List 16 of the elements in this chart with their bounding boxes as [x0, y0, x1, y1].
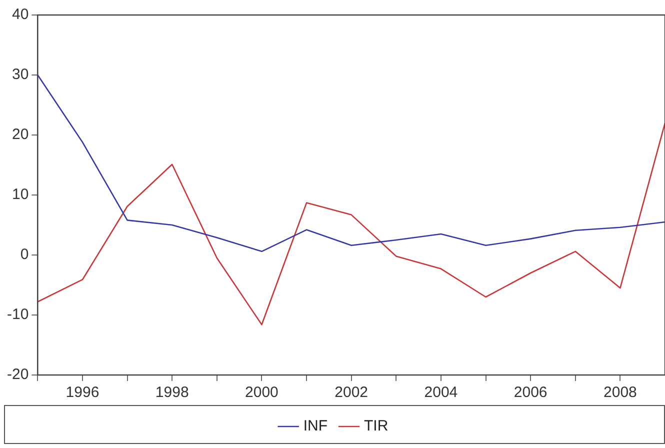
- y-tick-label: 20: [12, 126, 29, 144]
- x-tick-label: 2006: [514, 384, 548, 402]
- x-tick-label: 2008: [604, 384, 637, 402]
- y-tick-label: -20: [6, 366, 29, 384]
- x-tick-label: 2002: [334, 384, 368, 402]
- x-tick-label: 1996: [66, 384, 100, 402]
- y-tick-label: -10: [6, 306, 29, 324]
- legend-label: INF: [303, 418, 328, 435]
- x-tick-label: 2000: [245, 384, 278, 402]
- y-tick-label: 30: [12, 66, 29, 84]
- x-tick-label: 2004: [424, 384, 458, 402]
- y-tick-label: 10: [12, 186, 29, 204]
- legend-label: TIR: [364, 418, 388, 435]
- y-tick-label: 0: [20, 246, 29, 264]
- x-tick-label: 1998: [155, 384, 189, 402]
- y-tick-label: 40: [12, 6, 29, 24]
